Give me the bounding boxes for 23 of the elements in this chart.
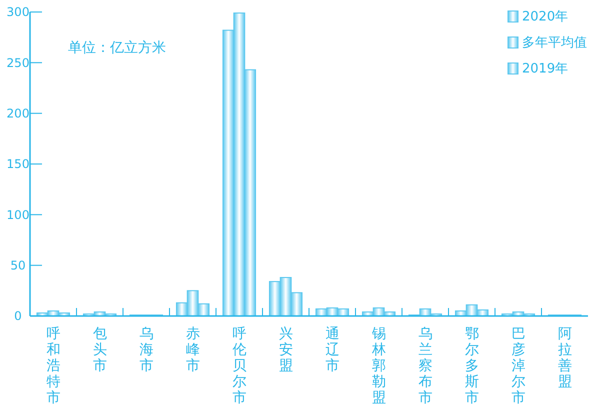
x-tick-label: 包头市	[92, 326, 107, 374]
x-tick-label: 鄂尔多斯市	[464, 326, 479, 404]
y-tick-label: 200	[6, 106, 30, 121]
y-tick-label: 100	[6, 208, 30, 222]
y-tick-label: 50	[10, 258, 26, 273]
x-tick-label: 呼和浩特市	[46, 326, 60, 404]
legend-label: 2019年	[522, 62, 568, 77]
x-tick-label: 通辽市	[325, 326, 340, 374]
legend-label: 2020年	[522, 10, 568, 25]
x-tick-label: 乌海市	[139, 326, 154, 374]
y-tick-label: 0	[14, 309, 22, 324]
y-tick-label: 250	[6, 56, 30, 70]
x-tick-label: 赤峰市	[186, 326, 200, 374]
legend-label: 多年平均值	[522, 36, 587, 51]
x-tick-label: 乌兰察布市	[418, 326, 432, 404]
y-tick-label: 150	[6, 157, 30, 172]
x-tick-label: 巴彦淖尔市	[511, 326, 526, 404]
x-tick-label: 兴安盟	[278, 326, 293, 374]
x-tick-label: 呼伦贝尔市	[232, 326, 246, 404]
x-tick-label: 阿拉善盟	[558, 326, 572, 390]
y-tick-label: 300	[6, 5, 30, 20]
annotation: 单位：亿立方米	[68, 40, 166, 56]
x-tick-label: 锡林郭勒盟	[370, 326, 386, 404]
